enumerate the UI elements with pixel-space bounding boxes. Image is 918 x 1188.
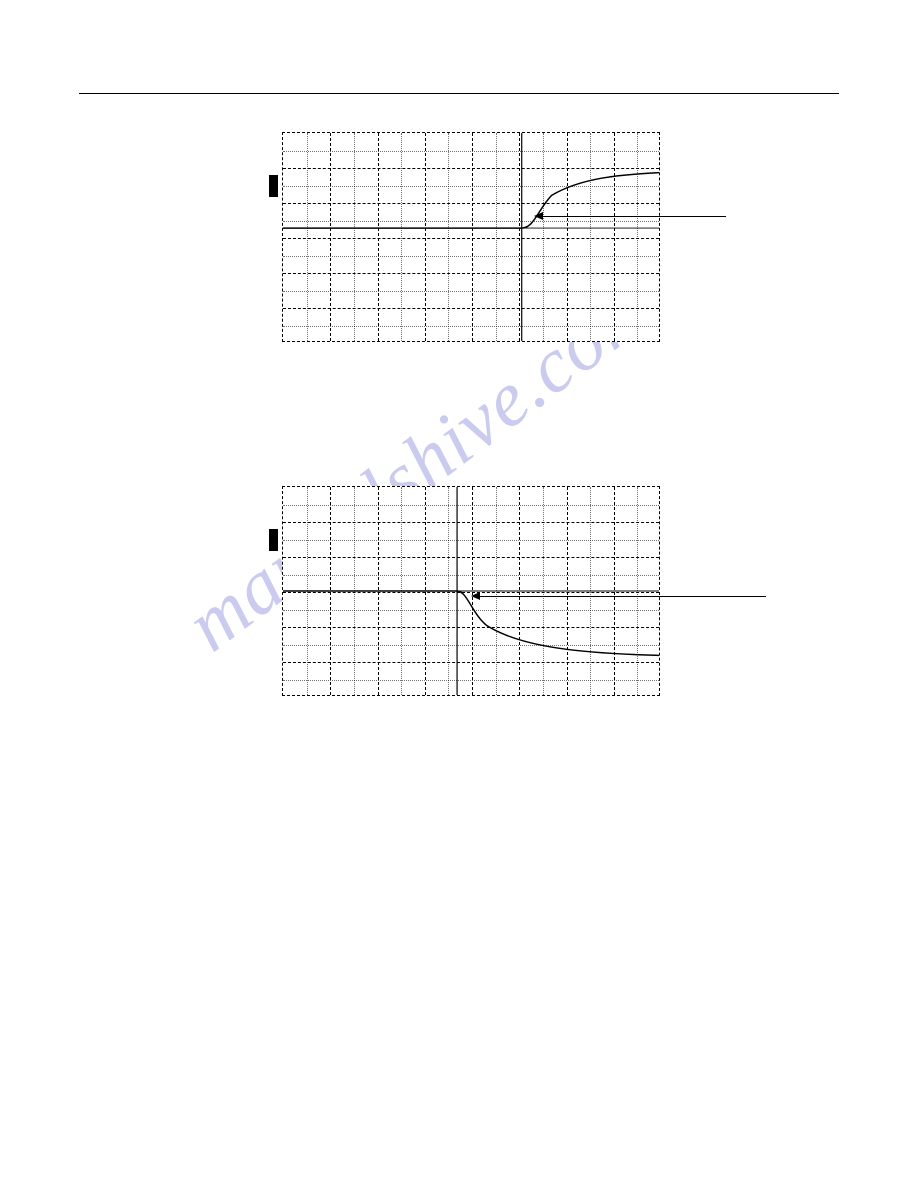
channel-marker-icon: [269, 175, 278, 197]
waveform-svg: [283, 487, 659, 695]
waveform-svg: [283, 133, 659, 341]
channel-marker-icon: [269, 529, 278, 551]
annotation-arrow-icon: [541, 216, 726, 217]
top-horizontal-rule: [79, 93, 839, 94]
waveform-a: [282, 132, 660, 342]
annotation-arrow-icon: [478, 596, 766, 597]
waveform-b: [282, 486, 660, 696]
